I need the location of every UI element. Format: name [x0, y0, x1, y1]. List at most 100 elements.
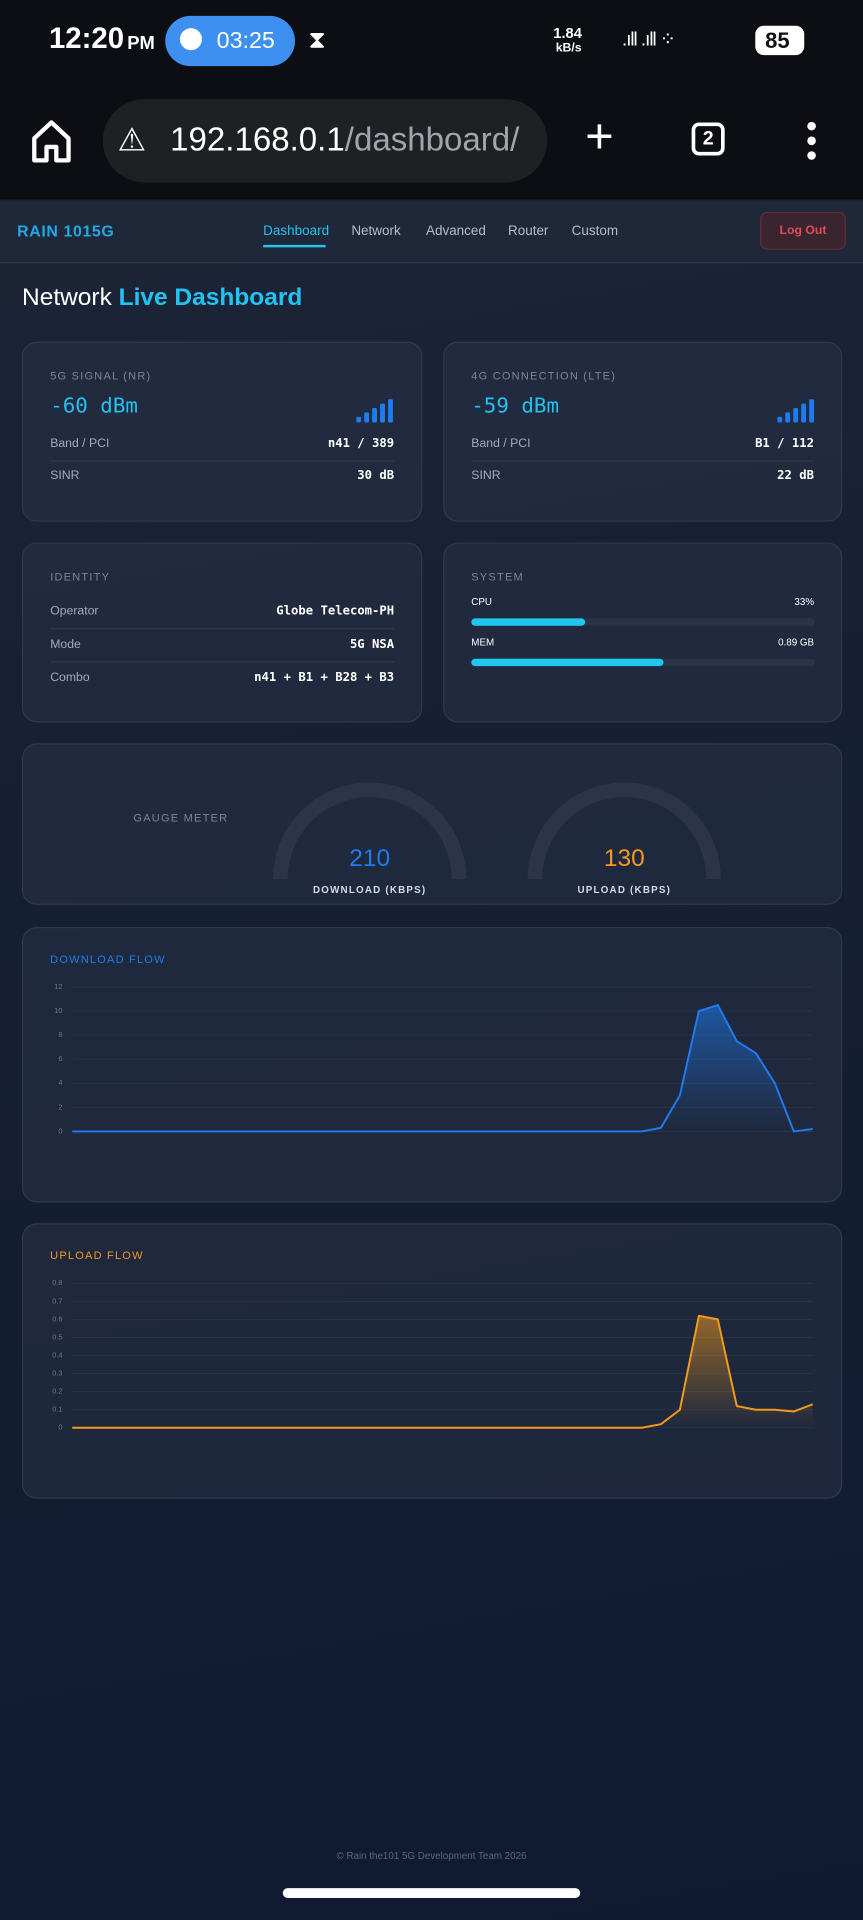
battery-level: 85: [765, 28, 790, 53]
signal-bar: [809, 399, 815, 423]
y-tick-label: 8: [58, 1030, 62, 1039]
url-bar[interactable]: ⚠ 192.168.0.1/dashboard/: [102, 99, 548, 183]
row-value: 22 dB: [777, 468, 815, 483]
y-tick-label: 6: [58, 1054, 62, 1063]
y-tick-label: 0: [58, 1126, 62, 1135]
chart: DOWNLOAD FLOW 0 2 4 6 8 10 12: [50, 954, 813, 1135]
row-key: Band / PCI: [471, 437, 531, 451]
mem-bar: [471, 658, 664, 667]
y-tick-label: 0.1: [52, 1405, 62, 1414]
menu-button[interactable]: [803, 120, 820, 162]
download-chart-card: DOWNLOAD FLOW 0 2 4 6 8 10 12: [22, 926, 843, 1203]
row-key: Operator: [50, 604, 99, 619]
row-key: SINR: [471, 468, 501, 483]
signal-4g-card: 4G CONNECTION (LTE) -59 dBm Band / PCI B1 /…: [443, 341, 843, 522]
cpu-value: 33%: [794, 596, 815, 608]
meridiem: PM: [127, 33, 155, 54]
mem-track: [471, 658, 816, 667]
url: 192.168.0.1/dashboard/: [170, 121, 519, 159]
hourglass: ⧗: [308, 26, 326, 54]
navbar: RAIN 1015G Dashboard Network Advanced Ro…: [0, 200, 863, 264]
row-key: Band / PCI: [50, 437, 110, 451]
tab-count: 2: [702, 128, 714, 150]
signal-bar: [380, 403, 385, 423]
row-value: 30 dB: [357, 468, 395, 483]
url-path: /dashboard/: [344, 121, 520, 158]
y-tick-label: 0.5: [52, 1332, 62, 1341]
signal-icon: [356, 399, 393, 423]
card-label: 5G SIGNAL (NR): [50, 369, 152, 383]
net-unit: kB/s: [555, 41, 582, 56]
row-key: Combo: [50, 671, 90, 685]
area: [72, 1005, 813, 1132]
line: [72, 1314, 814, 1429]
row-key: SINR: [50, 468, 80, 483]
nav-link[interactable]: Advanced: [425, 224, 486, 239]
gauge-label: DOWNLOAD (KBPS): [313, 885, 426, 896]
brand[interactable]: RAIN 1015G: [17, 221, 115, 241]
signal-icons: .ıll .ıll ⁘: [621, 29, 676, 51]
url-host: 192.168.0.1: [170, 121, 345, 158]
signal-bar: [777, 416, 783, 423]
chart: UPLOAD FLOW 0 0.1 0.2 0.3 0.4 0.5 0.6 0.7 0.8: [50, 1250, 814, 1432]
active-underline: [263, 244, 326, 248]
cpu-name: CPU: [471, 596, 492, 608]
warning-icon: ⚠: [117, 121, 147, 158]
row-value: n41 / 389: [327, 437, 395, 451]
chart-title: UPLOAD FLOW: [50, 1250, 144, 1262]
logout-button[interactable]: Log Out: [760, 211, 846, 250]
system-card: SYSTEM CPU 33% MEM 0.89 GB: [443, 542, 843, 723]
row-key: Mode: [50, 637, 81, 652]
gauges: 210 DOWNLOAD (KBPS) 130 UPLOAD (KBPS): [272, 782, 722, 896]
divider: [471, 460, 815, 462]
tab-switcher[interactable]: 2: [691, 122, 725, 156]
cpu-bar: [471, 618, 585, 626]
net-speed: 1.84: [553, 24, 582, 42]
row-value: Globe Telecom-PH: [276, 604, 395, 619]
home-button[interactable]: [29, 116, 73, 165]
nav-link[interactable]: Dashboard: [263, 224, 330, 239]
row-value: n41 + B1 + B28 + B3: [254, 671, 395, 685]
nav-link[interactable]: Custom: [571, 224, 619, 239]
battery: 85: [755, 25, 805, 56]
cpu-track: [471, 618, 816, 626]
gauge-value: 130: [604, 845, 645, 872]
footer: © Rain the101 5G Development Team 2026: [336, 1850, 527, 1862]
timer-icon: [179, 28, 202, 51]
signal-bar: [785, 412, 791, 423]
y-tick-label: 0.3: [52, 1369, 62, 1378]
y-tick-label: 10: [54, 1006, 62, 1015]
signal-bar: [388, 399, 393, 423]
gauge-label: UPLOAD (KBPS): [577, 885, 671, 896]
y-tick-label: 0.2: [52, 1387, 62, 1396]
signal-5g-card: 5G SIGNAL (NR) -60 dBm Band / PCI n41 / 389…: [22, 341, 423, 522]
row-value: 5G NSA: [349, 637, 395, 652]
card-label: GAUGE METER: [133, 811, 229, 825]
card-label: 4G CONNECTION (LTE): [471, 369, 617, 383]
chart-title: DOWNLOAD FLOW: [50, 954, 166, 966]
home-indicator: [282, 1888, 581, 1898]
gauge-track: [272, 782, 467, 880]
nav-link[interactable]: Router: [508, 224, 549, 239]
line: [72, 1004, 813, 1133]
upload-chart-card: UPLOAD FLOW 0 0.1 0.2 0.3 0.4 0.5 0.6 0.7 0.8: [22, 1223, 843, 1499]
y-tick-label: 0.8: [52, 1278, 62, 1287]
nav-link[interactable]: Network: [351, 224, 401, 239]
new-tab[interactable]: +: [585, 110, 614, 165]
y-tick-label: 0.7: [52, 1296, 62, 1305]
signal-value: -60 dBm: [50, 394, 138, 419]
divider: [50, 661, 395, 663]
mem-value: 0.89 GB: [778, 636, 815, 648]
divider: [50, 628, 395, 630]
page-heading: Network Live Dashboard: [22, 284, 302, 312]
gauge-card: GAUGE METER 210 DOWNLOAD (KBPS) 130 UPLOAD …: [22, 743, 843, 905]
signal-value: -59 dBm: [471, 394, 559, 419]
y-tick-label: 12: [54, 982, 62, 991]
signal-bar: [372, 408, 378, 423]
timer-pill[interactable]: 03:25: [165, 15, 296, 67]
y-tick-label: 0: [58, 1423, 62, 1432]
signal-bar: [356, 416, 362, 423]
signal-bar: [793, 408, 799, 423]
